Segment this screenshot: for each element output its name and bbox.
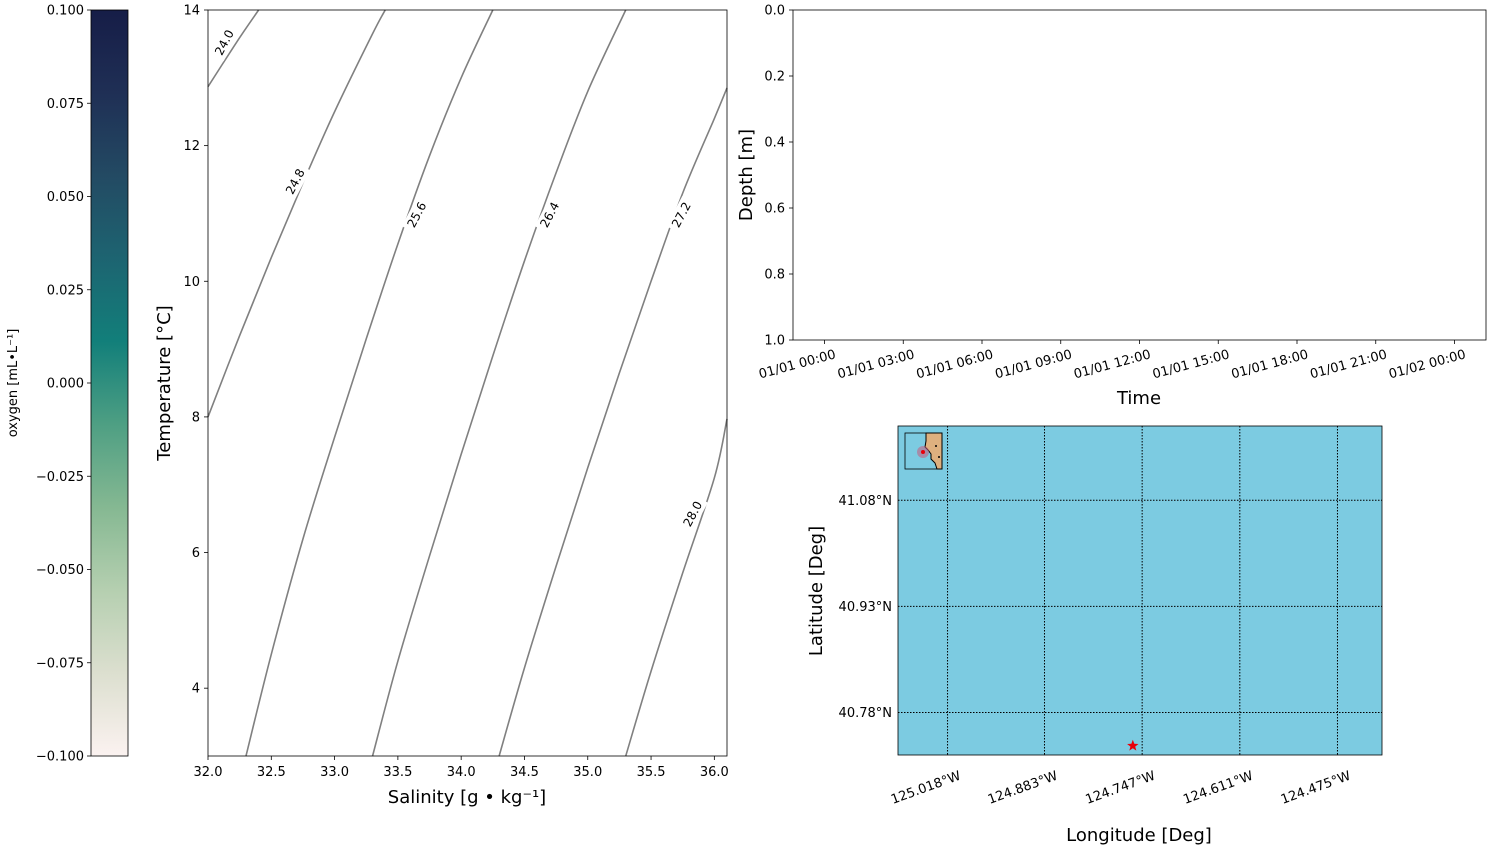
depth-xtick-label: 01/01 00:00	[757, 347, 837, 382]
ts-xtick-label: 33.0	[320, 765, 349, 780]
map-ytick-label: 40.93°N	[839, 600, 892, 615]
map-xtick-label: 124.747°W	[1084, 769, 1158, 808]
isopycnal-label-gap	[677, 495, 708, 533]
depth-xtick-label: 01/01 15:00	[1151, 347, 1231, 382]
map-ylabel: Latitude [Deg]	[806, 526, 827, 656]
depth-xtick-label: 01/01 09:00	[994, 347, 1074, 382]
ts-xtick-label: 35.5	[637, 765, 666, 780]
ts-ytick-label: 12	[183, 139, 200, 154]
isopycnal-25.6	[245, 9, 494, 757]
ts-xtick-label: 32.0	[194, 765, 223, 780]
map-ytick-label: 40.78°N	[839, 706, 892, 721]
ts-diagram: 24.024.825.6 26.4 27.228.0 32.0 32.5 33.0 33.…	[154, 4, 729, 809]
map-xtick-label: 125.018°W	[889, 769, 963, 808]
map-xtick-label: 124.611°W	[1181, 769, 1255, 808]
depth-ytick-label: 0.0	[764, 4, 785, 19]
colorbar-tick-label: −0.025	[36, 470, 84, 485]
depth-ytick-label: 0.6	[764, 202, 785, 217]
colorbar-tick-label: −0.050	[36, 563, 84, 578]
colorbar-gradient	[91, 10, 128, 756]
ts-xtick-label: 34.0	[447, 765, 476, 780]
ts-axes-frame	[207, 9, 728, 757]
map-ocean	[898, 426, 1382, 755]
map-chart: 125.018°W 124.883°W 124.747°W 124.611°W 124.…	[806, 425, 1383, 846]
station-marker	[1127, 739, 1139, 751]
ts-xtick-label: 34.5	[510, 765, 539, 780]
colorbar-tick-label: −0.100	[36, 750, 84, 765]
inset-island	[935, 445, 937, 447]
depth-xtick-label: 01/01 06:00	[915, 347, 995, 382]
colorbar-tick-label: 0.050	[47, 190, 84, 205]
map-xtick-label: 124.883°W	[986, 769, 1060, 808]
depth-ytick-label: 0.8	[764, 268, 785, 283]
map-xlabel: Longitude [Deg]	[1066, 825, 1212, 846]
isopycnal-26.4	[371, 9, 627, 757]
ts-ylabel: Temperature [°C]	[154, 305, 175, 461]
inset-island	[938, 456, 940, 458]
depth-ytick-label: 0.4	[764, 136, 785, 151]
map-ytick-label: 41.08°N	[839, 494, 892, 509]
ts-xtick-label: 32.5	[257, 765, 286, 780]
ts-ytick-label: 14	[183, 4, 200, 19]
ts-ytick-label: 10	[183, 275, 200, 290]
map-xtick-label: 124.475°W	[1279, 769, 1353, 808]
ts-ytick-label: 6	[192, 546, 200, 561]
colorbar-tick-label: 0.100	[47, 4, 84, 19]
depth-xtick-label: 01/01 21:00	[1309, 347, 1389, 382]
isopycnal-label-gap	[280, 162, 311, 201]
colorbar-tick-label: 0.025	[47, 283, 84, 298]
inset-location-dot	[921, 450, 925, 454]
isopycnal-label-gap	[209, 23, 240, 62]
colorbar-tick-label: −0.075	[36, 656, 84, 671]
colorbar-tick-label: 0.000	[47, 377, 84, 392]
depth-axes-frame	[792, 9, 1487, 341]
map-frame	[897, 425, 1383, 756]
ts-xtick-label: 33.5	[383, 765, 412, 780]
isopycnal-label-gap	[534, 196, 565, 234]
ts-xlabel: Salinity [g • kg⁻¹]	[388, 787, 546, 808]
isopycnal-28.0	[624, 418, 728, 757]
isopycnal-27.2	[498, 87, 728, 757]
depth-xlabel: Time	[1116, 388, 1161, 409]
depth-ylabel: Depth [m]	[736, 129, 757, 221]
colorbar-tick-label: 0.075	[47, 97, 84, 112]
isopycnal-24.0	[207, 9, 260, 88]
map-inset	[904, 432, 943, 470]
isopycnal-24.8	[207, 9, 386, 418]
colorbar: 0.100 0.075 0.050 0.025 0.000 −0.025 −0.050 −0.…	[6, 4, 129, 765]
inset-coastline	[924, 432, 943, 470]
isopycnal-label-gap	[666, 196, 697, 234]
ts-ytick-label: 4	[192, 682, 200, 697]
ts-xtick-label: 36.0	[700, 765, 729, 780]
depth-xtick-label: 01/01 18:00	[1230, 347, 1310, 382]
ts-xtick-label: 35.0	[573, 765, 602, 780]
depth-xtick-label: 01/02 00:00	[1387, 347, 1467, 382]
depth-ytick-label: 1.0	[764, 334, 785, 349]
colorbar-label: oxygen [mL•L⁻¹]	[6, 329, 21, 438]
depth-xtick-label: 01/01 03:00	[836, 347, 916, 382]
depth-ytick-label: 0.2	[764, 70, 785, 85]
depth-xtick-label: 01/01 12:00	[1072, 347, 1152, 382]
ts-ytick-label: 8	[192, 410, 200, 425]
isopycnal-label-gap	[401, 196, 432, 234]
